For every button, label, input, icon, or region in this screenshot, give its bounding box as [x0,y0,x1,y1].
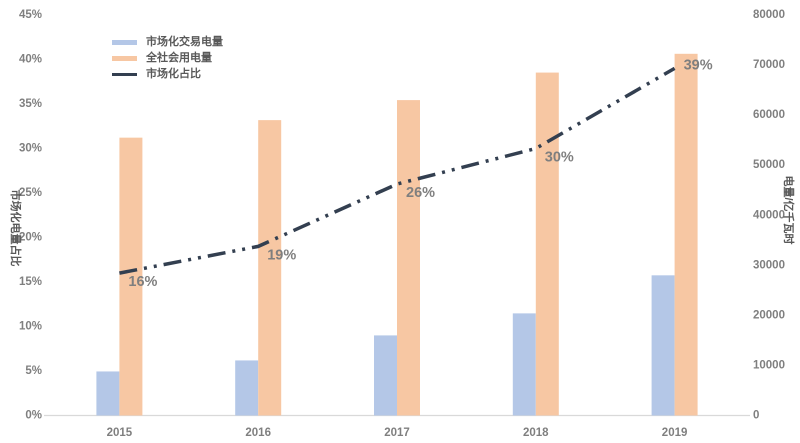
x-axis-label: 2018 [523,427,549,439]
market-traded-volume-bar [96,371,120,416]
total-consumption-bar [535,72,559,416]
legend-swatch-market-share [112,73,137,76]
total-consumption-bar [258,120,282,416]
left-axis-tick: 0% [25,410,42,422]
right-axis-tick: 80000 [753,9,785,21]
market-share-data-label: 19% [267,247,296,263]
market-traded-volume-bar [235,360,259,416]
right-axis-tick: 40000 [753,209,785,221]
left-axis-tick: 25% [19,187,42,199]
legend-swatch-total-consumption [112,56,137,61]
right-axis-tick: 70000 [753,59,785,71]
total-consumption-bar [397,100,420,416]
market-share-data-label: 26% [406,185,435,201]
left-axis-tick: 20% [19,232,42,244]
total-consumption-bar [119,137,143,416]
legend-item-total-consumption: 全社会用电量 [112,52,223,65]
market-traded-volume-bar [651,275,675,416]
left-axis-tick: 5% [25,365,42,377]
market-share-data-label: 30% [545,150,574,166]
right-axis-tick: 20000 [753,309,785,321]
x-axis-label: 2019 [662,427,688,439]
legend-label-market-share: 市场化占比 [146,68,201,80]
legend-item-market-share: 市场化占比 [112,68,223,81]
market-traded-volume-bar [374,335,397,416]
x-axis-label: 2015 [107,427,133,439]
left-axis-tick: 40% [19,54,42,66]
x-axis-label: 2016 [245,427,271,439]
legend-swatch-market-traded-volume [112,40,137,45]
legend: 市场化交易电量 全社会用电量 市场化占比 [112,36,223,81]
right-axis-tick: 0 [753,410,759,422]
left-axis-tick: 10% [19,321,42,333]
right-axis-tick: 60000 [753,109,785,121]
legend-item-market-traded-volume: 市场化交易电量 [112,36,223,49]
left-axis-tick: 35% [19,98,42,110]
market-share-line [119,66,676,275]
market-share-data-label: 39% [684,57,713,73]
total-consumption-bar [674,53,698,416]
right-axis-tick: 10000 [753,359,785,371]
right-axis-tick: 50000 [753,159,785,171]
left-axis-title: 市场化电量占比 [9,189,21,267]
left-axis-tick: 45% [19,9,42,21]
market-traded-volume-bar [512,313,536,416]
legend-label-market-traded-volume: 市场化交易电量 [146,36,223,48]
x-axis-label: 2017 [384,427,410,439]
market-share-data-label: 16% [128,274,157,290]
right-axis-tick: 30000 [753,259,785,271]
right-axis-title: 电量/亿千瓦时 [782,175,794,245]
left-axis-tick: 30% [19,143,42,155]
legend-label-total-consumption: 全社会用电量 [146,52,212,64]
left-axis-tick: 15% [19,276,42,288]
